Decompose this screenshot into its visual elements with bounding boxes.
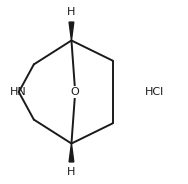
Text: HCl: HCl — [145, 87, 164, 97]
Polygon shape — [69, 22, 74, 40]
Text: HN: HN — [9, 87, 26, 97]
Text: H: H — [67, 7, 76, 17]
Text: O: O — [71, 87, 80, 97]
Text: H: H — [67, 167, 76, 177]
Polygon shape — [69, 144, 74, 162]
